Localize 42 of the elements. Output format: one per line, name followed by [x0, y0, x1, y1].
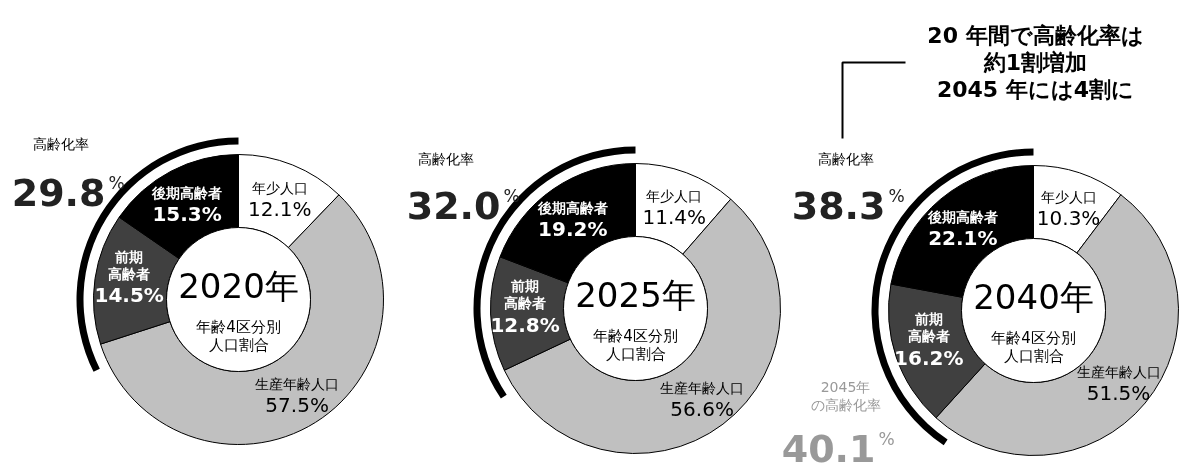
slice-label: 生産年齢人口 — [1076, 364, 1161, 381]
text: 高齢化率 — [417, 150, 474, 167]
text: 2040年 — [973, 276, 1094, 317]
data-label: 19.2% — [538, 217, 608, 242]
slice-label: 前期高齢者 — [108, 249, 151, 282]
data-label: 57.5% — [265, 393, 329, 418]
text: 年齢4区分別人口割合 — [196, 317, 281, 354]
data-label: 16.2% — [894, 345, 964, 370]
text: 年齢4区分別人口割合 — [593, 326, 678, 363]
data-label: 56.6% — [670, 396, 734, 421]
text: 40.1% — [781, 427, 895, 471]
slice-label: 後期高齢者 — [926, 208, 998, 225]
text: の高齢化率 — [810, 396, 881, 413]
data-label: 15.3% — [152, 201, 222, 226]
text: 2025年 — [575, 274, 696, 315]
slice-label: 年少人口 — [1040, 188, 1097, 205]
text: 32.0% — [406, 184, 520, 228]
text: 20 年間で高齢化率は — [927, 23, 1144, 48]
text: 高齢化率 — [32, 135, 89, 152]
data-label: 22.1% — [928, 225, 998, 250]
text: 高齢化率 — [817, 150, 874, 167]
slice-label: 年少人口 — [646, 188, 703, 205]
slice-label: 生産年齢人口 — [255, 376, 340, 393]
text: 38.3% — [791, 184, 905, 228]
slice-label: 後期高齢者 — [536, 200, 608, 217]
text: 約1割増加 — [982, 50, 1088, 75]
data-label: 12.8% — [490, 312, 560, 337]
text: 29.8% — [11, 171, 125, 215]
slice-label: 年少人口 — [251, 179, 308, 196]
data-label: 10.3% — [1036, 205, 1101, 230]
data-label: 14.5% — [94, 283, 164, 308]
slice-label: 前期高齢者 — [504, 278, 547, 312]
slice-label: 後期高齢者 — [151, 184, 223, 201]
data-label: 12.1% — [247, 196, 312, 221]
data-label: 51.5% — [1086, 381, 1151, 406]
text: 2045年 — [820, 378, 871, 395]
data-label: 11.4% — [642, 205, 707, 230]
slice-label: 生産年齢人口 — [660, 379, 745, 396]
text: 2020年 — [178, 265, 299, 306]
slice-label: 前期高齢者 — [907, 311, 950, 345]
text: 年齢4区分別人口割合 — [991, 328, 1076, 365]
text: 2045 年には4割に — [936, 77, 1135, 102]
